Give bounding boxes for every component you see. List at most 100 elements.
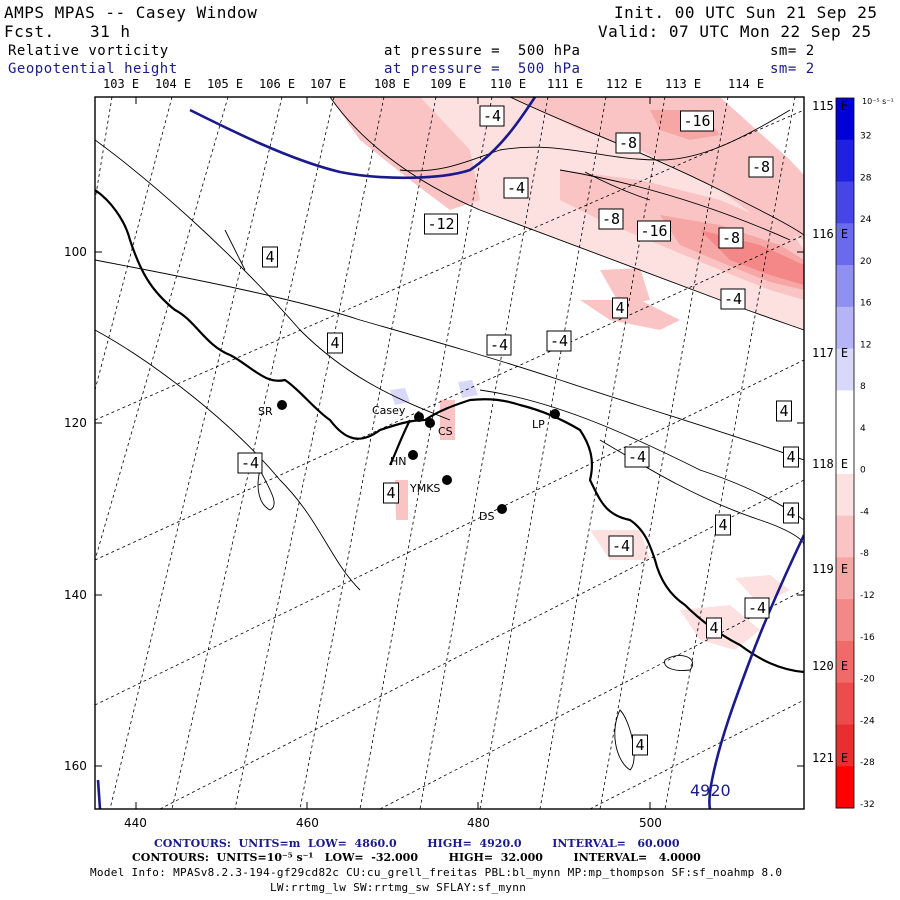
colorbar-swatch (836, 265, 854, 308)
contour-label-text: -4 (748, 599, 766, 617)
contour-label-text: 4 (786, 448, 795, 466)
x-tick-label: 480 (467, 816, 490, 830)
y-tick-label: 140 (64, 588, 87, 602)
forecast-label: Fcst. (4, 22, 55, 41)
lon-label-right: 121 E (812, 751, 849, 765)
contour-label-text: -4 (628, 448, 646, 466)
contour-label-text: -8 (602, 210, 620, 228)
contour-label-text: -4 (507, 179, 525, 197)
model-physics: LW:rrtmg_lw SW:rrtmg_sw SFLAY:sf_mynn (270, 881, 527, 894)
contour-label-text: -12 (427, 215, 454, 233)
contour-label-box: -4 (744, 597, 770, 619)
colorbar-swatch (836, 515, 854, 558)
contour-label-box: -4 (479, 105, 505, 127)
contour-label-box: 4 (262, 246, 278, 268)
lon-label: 112 E (606, 77, 643, 91)
lon-label: 106 E (259, 77, 296, 91)
contour-label-box: -4 (486, 334, 512, 356)
contour-label-box: -8 (748, 156, 774, 178)
contour-label-box: -4 (546, 330, 572, 352)
colorbar-swatch (836, 640, 854, 684)
colorbar-level-label: -28 (860, 758, 875, 768)
contour-label-box: -4 (720, 288, 746, 310)
colorbar-swatch (836, 432, 854, 475)
lon-label: 105 E (207, 77, 244, 91)
contour-label-box: -16 (637, 220, 671, 242)
x-tick-label: 500 (639, 816, 662, 830)
colorbar-level-label: 12 (860, 340, 871, 350)
model-info: Model Info: MPASv8.2.3-194-gf29cd82c CU:… (90, 866, 783, 879)
contour-label-box: -4 (608, 535, 634, 557)
colorbar-level-label: 16 (860, 299, 872, 309)
station-markers (277, 400, 560, 514)
contour-label-text: 4 (330, 334, 339, 352)
lon-label-right: 117 E (812, 346, 849, 360)
contour-label-group: -4 -16 -8 -4 -8 -12 -16 -8 -8 -4 -4 4 4 -4 4 4 -4 4 4 -4 4 4 -… (237, 105, 799, 756)
vorticity-contour-info: CONTOURS: UNITS=10⁻⁵ s⁻¹ LOW= -32.000 HI… (132, 851, 701, 864)
contour-label-box: 4 (776, 400, 792, 422)
lon-label: 113 E (665, 77, 702, 91)
valid-time: Valid: 07 UTC Mon 22 Sep 25 (598, 22, 872, 41)
colorbar-level-label: -32 (860, 800, 875, 810)
lat-lon-grid (95, 97, 804, 809)
colorbar-level-label: -20 (860, 675, 875, 685)
contour-label-text: 4 (709, 619, 718, 637)
contour-label-box: 4 (715, 514, 731, 536)
contour-label-box: -4 (503, 177, 529, 199)
contour-label-box: 4 (327, 332, 343, 354)
map-title: AMPS MPAS -- Casey Window (4, 3, 258, 22)
colorbar-swatch (836, 599, 854, 642)
forecast-value: 31 h (90, 22, 131, 41)
field1-name: Relative vorticity (8, 43, 169, 59)
station-dot (497, 504, 507, 514)
contour-label-text: 4 (786, 504, 795, 522)
contour-label-box: -16 (680, 110, 714, 132)
contour-label-text: -4 (550, 332, 568, 350)
lon-label: 114 E (728, 77, 765, 91)
station-dot (414, 412, 424, 422)
colorbar-swatch (836, 223, 854, 266)
contour-label-text: 4 (635, 736, 644, 754)
contour-label-text: -16 (640, 222, 667, 240)
colorbar-level-label: -16 (860, 633, 875, 643)
lon-label: 104 E (155, 77, 192, 91)
station-dot (550, 409, 560, 419)
vorticity-shading (330, 97, 804, 650)
station-label: CS (438, 425, 453, 438)
colorbar-swatch (836, 766, 854, 809)
colorbar: 32 28 24 20 16 12 8 4 0 -4 -8 -12 -16 -20 -24 -28 -32 (835, 97, 875, 810)
y-tick-label: 120 (64, 416, 87, 430)
contour-label-box: -8 (598, 208, 624, 230)
contour-label-box: -4 (624, 446, 650, 468)
colorbar-swatch (836, 98, 854, 141)
colorbar-swatch (836, 306, 854, 350)
vorticity-contours (95, 97, 804, 771)
lon-label: 107 E (310, 77, 347, 91)
y-tick-label: 100 (64, 245, 87, 259)
colorbar-swatch (836, 682, 854, 725)
lon-label-right: 119 E (812, 562, 849, 576)
station-label: LP (532, 418, 545, 431)
field1-smooth: sm= 2 (770, 43, 815, 59)
colorbar-level-label: 0 (860, 466, 866, 476)
contour-label-box: -4 (237, 452, 263, 474)
colorbar-level-label: 32 (860, 132, 871, 142)
station-dot (442, 475, 452, 485)
contour-label-box: -8 (718, 227, 744, 249)
contour-label-text: -4 (483, 107, 501, 125)
contour-label-box: -12 (424, 213, 458, 235)
colorbar-swatch (836, 348, 854, 391)
contour-label-box: 4 (632, 734, 648, 756)
geopotential-contours (96, 97, 804, 809)
station-label: SR (258, 405, 273, 418)
field2-name: Geopotential height (8, 61, 178, 77)
station-label: Casey (372, 404, 406, 417)
station-dot (425, 418, 435, 428)
colorbar-level-label: 20 (860, 257, 872, 267)
axis-ticks (95, 97, 804, 809)
contour-label-box: 4 (783, 446, 799, 468)
field2-smooth: sm= 2 (770, 61, 815, 77)
colorbar-swatch (836, 724, 854, 767)
contour-label-text: -16 (683, 112, 710, 130)
